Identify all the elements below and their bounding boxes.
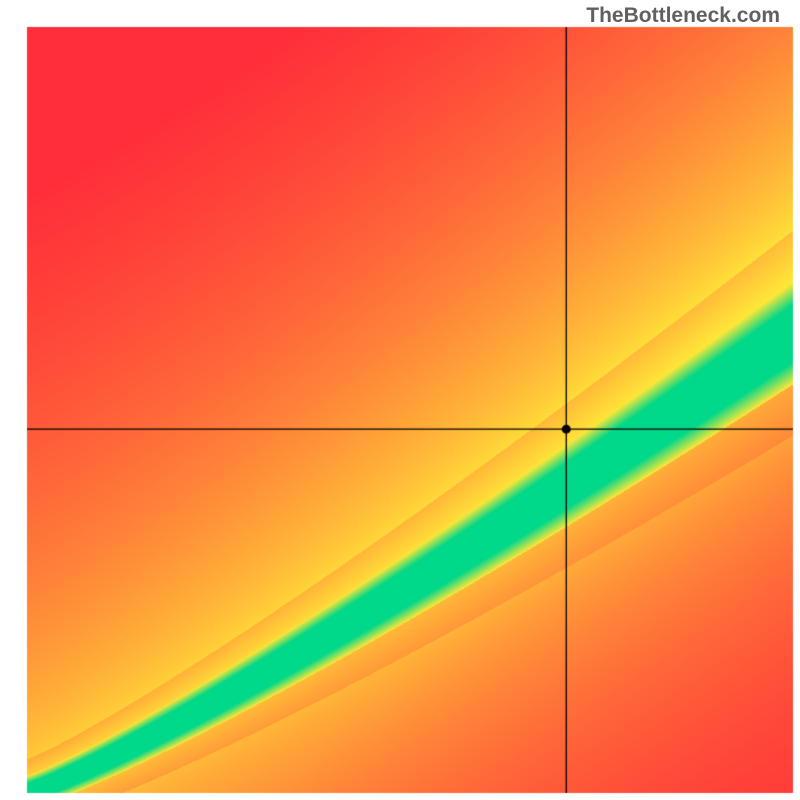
heatmap-canvas [0, 0, 800, 800]
watermark-text: TheBottleneck.com [586, 4, 780, 28]
chart-container: TheBottleneck.com [0, 0, 800, 800]
